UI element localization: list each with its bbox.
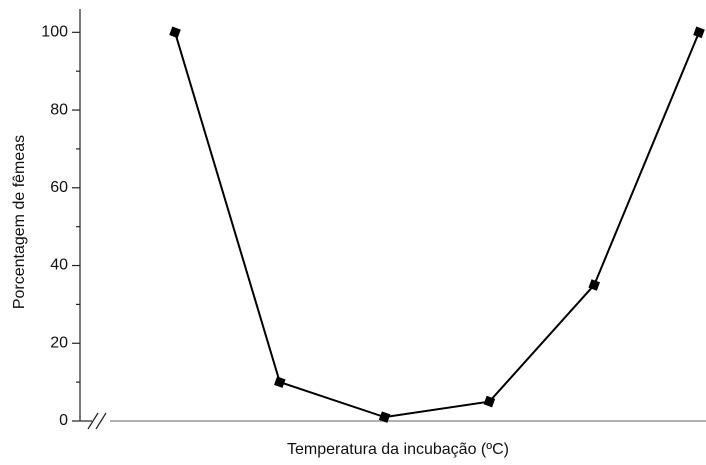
y-axis-label: Porcentagem de fêmeas [11,135,28,309]
y-tick-label: 60 [50,179,68,196]
data-point [378,411,391,423]
data-point [169,26,181,39]
axis-break [95,412,107,430]
data-line [174,31,700,419]
data-point [483,395,496,408]
y-tick-label: 0 [59,412,68,429]
axis-break [87,412,99,430]
y-tick-label: 80 [50,101,68,118]
data-point [693,26,705,39]
data-point [274,376,286,388]
data-point [588,279,600,291]
y-tick-label: 20 [50,334,68,351]
y-tick-label: 40 [50,257,68,274]
y-tick-label: 100 [41,24,68,41]
x-axis-label: Temperatura da incubação (ºC) [287,441,509,458]
